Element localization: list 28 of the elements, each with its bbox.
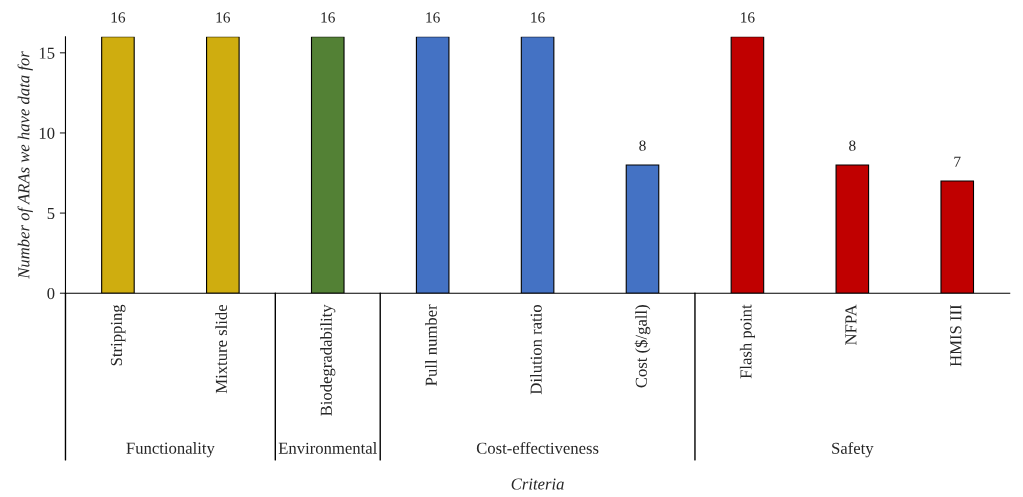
- y-tick-label: 0: [47, 287, 55, 300]
- y-tick-label: 15: [39, 47, 55, 59]
- x-tick-label: Stripping: [110, 304, 126, 366]
- x-axis-title: Criteria: [511, 478, 564, 490]
- data-label: 16: [741, 12, 755, 23]
- data-label: 7: [954, 156, 961, 167]
- y-axis-title: Number of ARAs we have data for: [17, 51, 33, 279]
- text: Functionality: [126, 442, 215, 458]
- data-label: 16: [321, 12, 335, 23]
- x-tick-label: Dilution ratio: [530, 304, 542, 395]
- data-label: 16: [111, 12, 126, 23]
- y-tick-label: 10: [39, 127, 55, 139]
- text: Environmental: [278, 442, 377, 454]
- data-label: 16: [426, 12, 440, 23]
- x-tick-label: HMIS III: [950, 304, 962, 367]
- x-tick-label: Biodegradability: [320, 304, 336, 416]
- data-label: 16: [531, 12, 545, 23]
- y-tick-label: 5: [47, 207, 55, 220]
- data-label: 16: [216, 12, 231, 23]
- x-tick-label: Flash point: [739, 304, 755, 379]
- x-tick-label: Pull number: [425, 304, 437, 386]
- data-label: 8: [849, 140, 856, 151]
- text: Safety: [832, 442, 874, 458]
- x-tick-label: Mixture slide: [215, 304, 228, 394]
- data-label: 8: [639, 140, 646, 151]
- x-tick-label: NFPA: [845, 304, 857, 345]
- text: Cost-effectiveness: [476, 441, 599, 454]
- x-tick-label: Cost ($/gall): [634, 305, 651, 388]
